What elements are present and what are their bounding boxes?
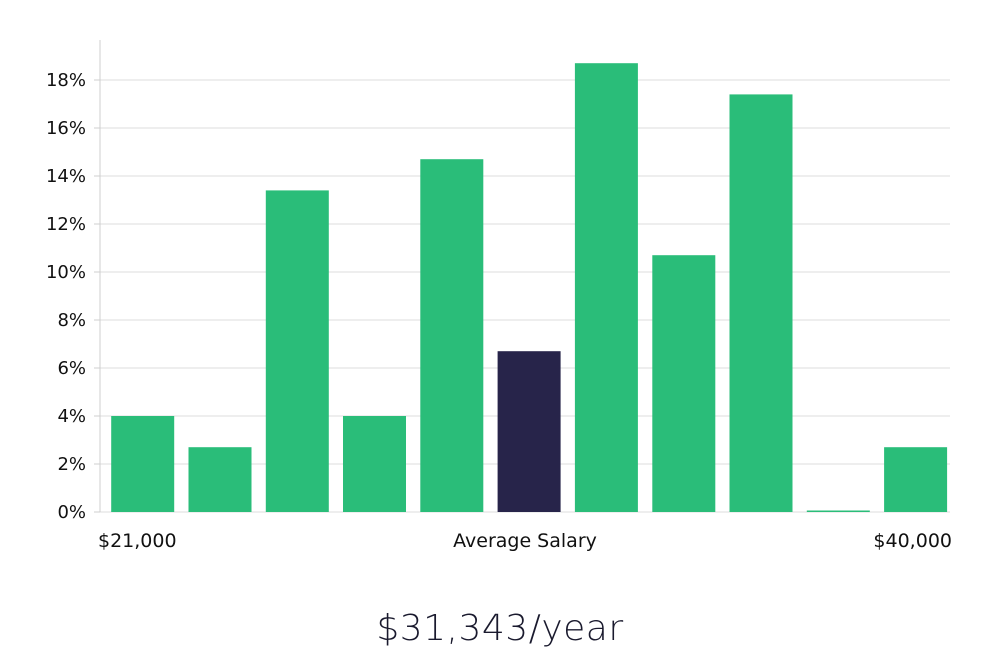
bar	[420, 159, 484, 512]
y-tick-label: 18%	[46, 70, 86, 91]
bar	[574, 63, 638, 512]
y-tick-label: 0%	[57, 502, 86, 523]
bar-average-salary	[497, 351, 561, 512]
y-tick-label: 4%	[57, 406, 86, 427]
bar	[652, 255, 716, 512]
y-tick-label: 12%	[46, 214, 86, 235]
bar	[729, 94, 793, 513]
y-tick-label: 2%	[57, 454, 86, 475]
y-tick-label: 6%	[57, 358, 86, 379]
average-salary-value: $31,343/year	[376, 608, 624, 649]
x-axis-max-label: $40,000	[873, 530, 952, 552]
y-tick-label: 8%	[57, 310, 86, 331]
bar	[343, 416, 406, 512]
salary-histogram: 0% 2% 4% 6% 8% 10% 12% 14% 16% 18% $21,000 Averag…	[46, 40, 952, 552]
bar	[884, 447, 948, 512]
bar	[265, 190, 329, 512]
bar	[188, 447, 252, 512]
y-axis: 0% 2% 4% 6% 8% 10% 12% 14% 16% 18%	[46, 70, 100, 523]
bar	[111, 416, 175, 512]
y-tick-label: 14%	[46, 166, 86, 187]
y-tick-label: 16%	[46, 118, 86, 139]
x-axis-min-label: $21,000	[98, 530, 177, 552]
bar	[806, 510, 870, 512]
x-axis-title: Average Salary	[453, 530, 597, 552]
bars	[111, 63, 948, 513]
y-tick-label: 10%	[46, 262, 86, 283]
